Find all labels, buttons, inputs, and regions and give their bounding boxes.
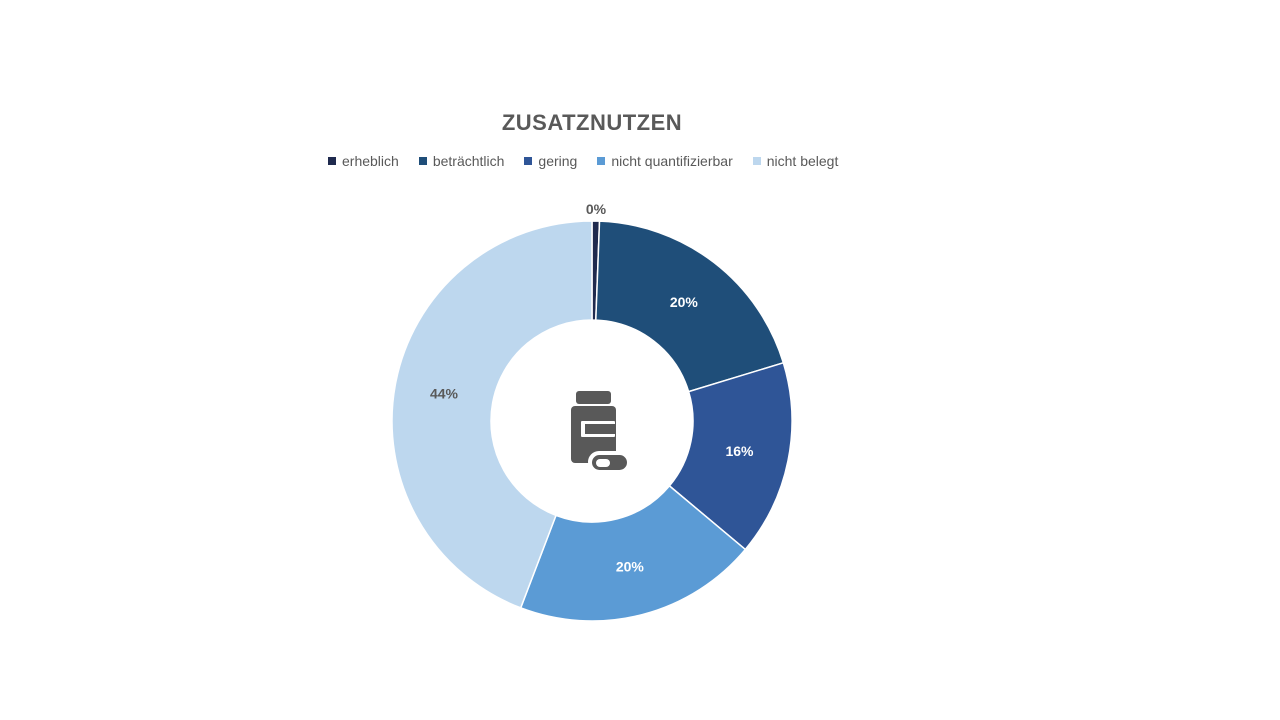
slice-label: 0% [586, 201, 607, 217]
donut-slice [595, 220, 785, 393]
slice-label: 20% [670, 294, 699, 310]
legend-item: beträchtlich [418, 153, 505, 169]
slice-label: 20% [616, 559, 645, 575]
slice-label: 44% [430, 386, 459, 402]
legend-swatch [597, 157, 606, 165]
chart-title: ZUSATZNUTZEN [501, 110, 683, 135]
medicine-bottle-pill-icon [571, 391, 630, 473]
slices [391, 220, 793, 622]
donut-slice [668, 361, 793, 551]
legend: erheblich beträchtlich gering nicht quantif… [328, 153, 858, 169]
legend-label: nicht belegt [766, 153, 839, 169]
donut-slice [391, 220, 593, 609]
slice-labels: 0% 20% 16% 20% 44% [430, 201, 754, 575]
legend-item: erheblich [328, 153, 399, 169]
legend-label: gering [538, 153, 578, 169]
legend-swatch [524, 157, 533, 165]
legend-swatch [328, 157, 336, 165]
legend-swatch [752, 157, 761, 165]
donut-slice [519, 484, 747, 622]
legend-item: nicht belegt [752, 153, 839, 169]
slice-label: 16% [725, 443, 754, 459]
legend-item: gering [524, 153, 577, 169]
legend-label: nicht quantifizierbar [611, 153, 733, 169]
legend-label: beträchtlich [432, 153, 505, 169]
legend-label: erheblich [342, 153, 399, 169]
legend-item: nicht quantifizierbar [597, 153, 733, 169]
legend-swatch [418, 157, 427, 165]
